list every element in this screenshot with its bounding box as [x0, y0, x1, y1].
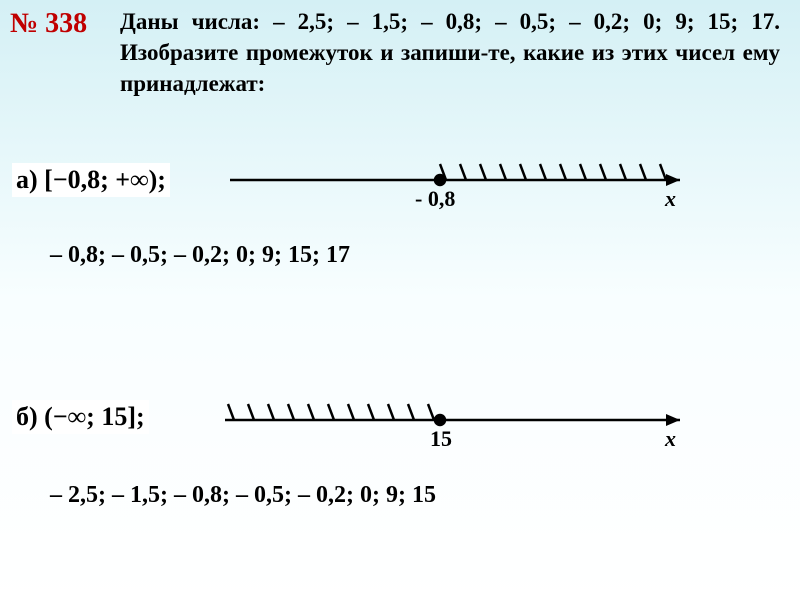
part-a-label: а) [−0,8; +∞); [12, 163, 170, 197]
part-a-axis-label: x [665, 186, 676, 212]
part-b-point-label: 15 [430, 426, 460, 452]
part-a-point-label: - 0,8 [415, 186, 455, 212]
part-b-label: б) (−∞; 15]; [12, 400, 149, 434]
part-b-axis-label: x [665, 426, 676, 452]
part-a-answer: – 0,8; – 0,5; – 0,2; 0; 9; 15; 17 [50, 240, 570, 271]
part-b-answer: – 2,5; – 1,5; – 0,8; – 0,5; – 0,2; 0; 9;… [50, 480, 650, 511]
problem-text: Даны числа: – 2,5; – 1,5; – 0,8; – 0,5; … [120, 6, 780, 99]
exercise-number: № 338 [10, 8, 87, 40]
